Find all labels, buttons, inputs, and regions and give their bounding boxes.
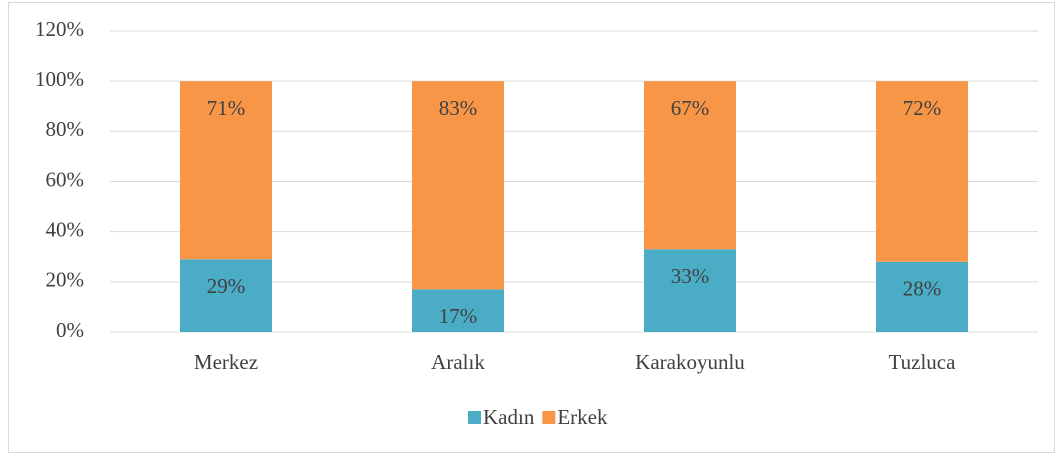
bar-segment [644, 249, 736, 332]
y-tick-label: 100% [35, 67, 84, 91]
bar-segment [876, 81, 968, 262]
bar-segment [412, 81, 504, 290]
y-tick-label: 0% [56, 318, 84, 342]
bar-segment [412, 289, 504, 332]
x-tick-label: Karakoyunlu [635, 350, 745, 374]
y-tick-label: 60% [46, 167, 85, 191]
bar-segment [180, 259, 272, 332]
data-label: 71% [207, 96, 246, 120]
bar-segment [180, 81, 272, 260]
x-tick-label: Merkez [194, 350, 258, 374]
x-tick-label: Tuzluca [889, 350, 957, 374]
y-tick-label: 20% [46, 268, 85, 292]
y-tick-label: 120% [35, 17, 84, 41]
data-label: 72% [903, 96, 942, 120]
legend-label: Erkek [557, 405, 608, 429]
data-label: 33% [671, 264, 710, 288]
x-tick-label: Aralık [431, 350, 485, 374]
bar-segment [876, 261, 968, 332]
data-label: 83% [439, 96, 478, 120]
data-label: 17% [439, 304, 478, 328]
bar-segment [644, 81, 736, 250]
data-label: 67% [671, 96, 710, 120]
data-label: 29% [207, 274, 246, 298]
y-tick-label: 40% [46, 217, 85, 241]
y-tick-label: 80% [46, 117, 85, 141]
data-label: 28% [903, 277, 942, 301]
legend-swatch [542, 411, 556, 424]
legend-label: Kadın [483, 405, 535, 429]
legend-swatch [468, 411, 481, 424]
